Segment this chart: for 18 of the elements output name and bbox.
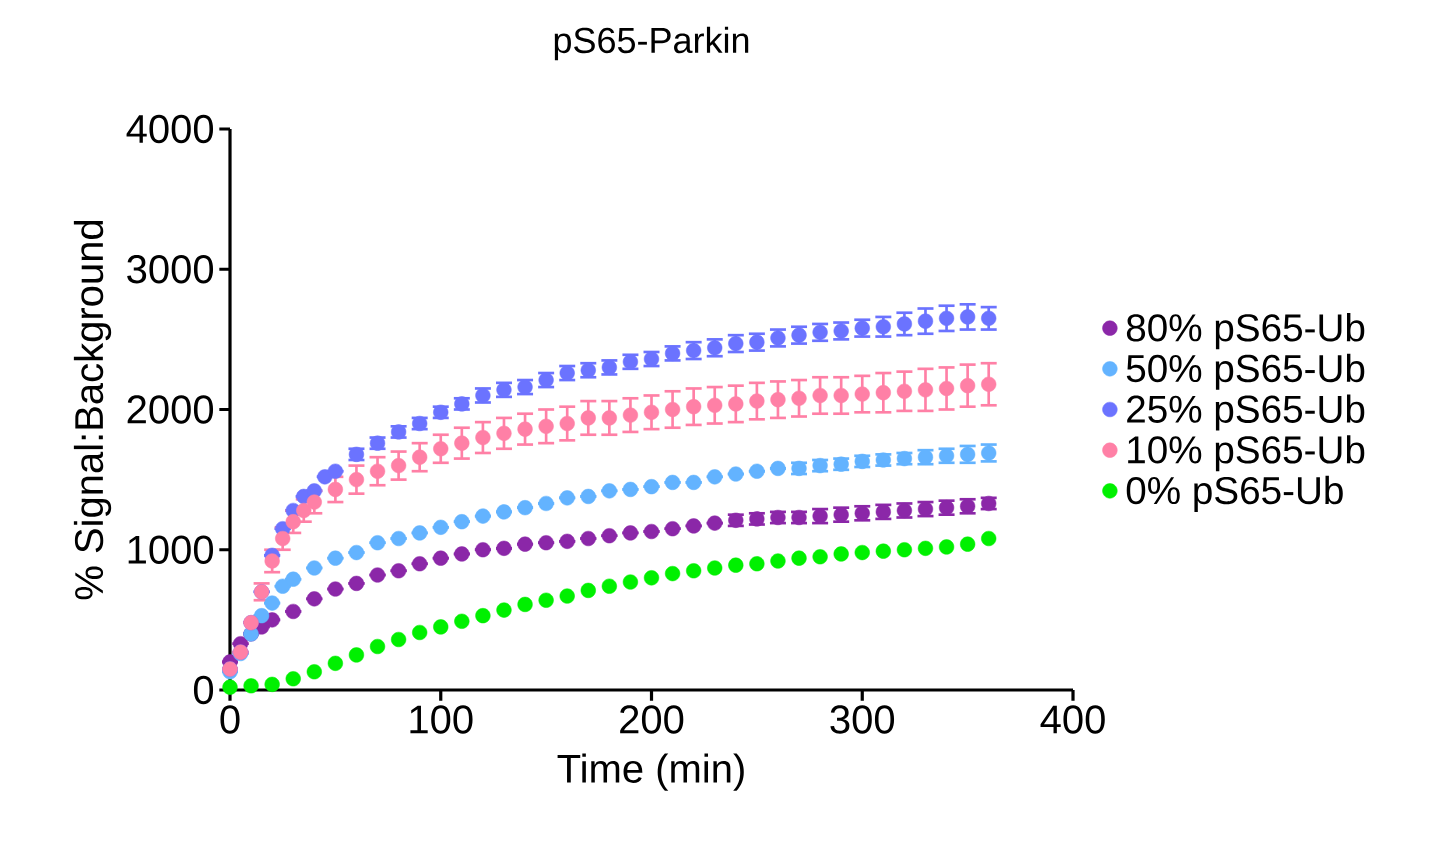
chart-title: pS65-Parkin xyxy=(554,26,749,61)
x-tick-label: 400 xyxy=(1040,705,1105,734)
legend-label: 10% pS65-Ub xyxy=(1128,435,1365,472)
y-tick-label: 1000 xyxy=(128,535,214,564)
legend-label: 50% pS65-Ub xyxy=(1126,353,1365,390)
y-tick-label: 4000 xyxy=(126,114,214,144)
x-tick-label: 200 xyxy=(620,705,684,734)
legend-label: 25% pS65-Ub xyxy=(1127,394,1365,431)
y-tick-label: 2000 xyxy=(127,395,214,424)
y-tick-label: 3000 xyxy=(127,255,214,284)
x-tick-label: 100 xyxy=(410,705,473,734)
x-tick-label: 300 xyxy=(830,705,895,734)
x-axis-title: Time (min) xyxy=(557,753,744,791)
legend-label: 0% pS65-Ub xyxy=(1126,475,1343,512)
legend-label: 80% pS65-Ub xyxy=(1126,313,1365,350)
x-tick-label: 0 xyxy=(220,705,240,734)
y-tick-label: 0 xyxy=(193,675,214,705)
y-axis-title: % Signal:Background xyxy=(73,220,112,600)
